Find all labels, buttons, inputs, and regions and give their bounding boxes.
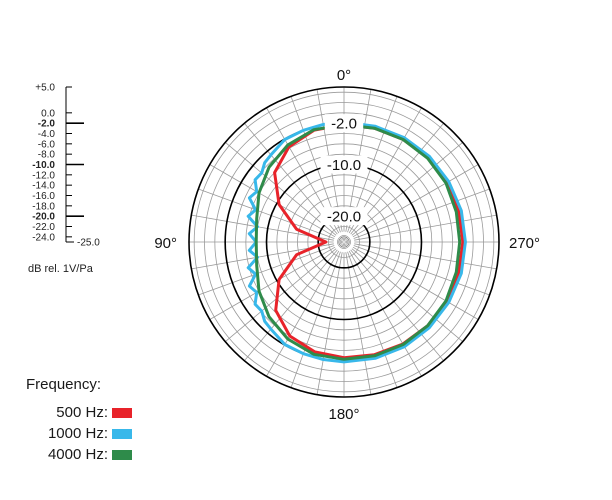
spoke-150 bbox=[266, 250, 340, 377]
spoke-120 bbox=[209, 246, 336, 320]
ring-label: -20.0 bbox=[327, 209, 361, 226]
ring--22 bbox=[328, 226, 360, 258]
legend-title: Frequency: bbox=[26, 376, 102, 393]
ring--6 bbox=[245, 143, 443, 341]
center-hub-ring bbox=[341, 239, 347, 245]
scale-tick-label: -10.0 bbox=[32, 160, 55, 171]
scale-tick-label: -20.0 bbox=[32, 212, 55, 223]
spoke-230 bbox=[351, 248, 463, 342]
angle-label-90: 90° bbox=[154, 235, 177, 252]
spoke-310 bbox=[351, 142, 463, 236]
scale-min-label: -25.0 bbox=[77, 238, 100, 249]
spoke-190 bbox=[345, 252, 372, 395]
ring-label: -2.0 bbox=[331, 116, 357, 133]
series-line-1000hz bbox=[246, 120, 467, 364]
spoke-260 bbox=[354, 243, 497, 270]
ring-label-bg bbox=[320, 207, 368, 226]
scale-tick-label: -24.0 bbox=[32, 232, 55, 243]
scale-tick-label: 0.0 bbox=[41, 108, 55, 119]
legend-item-1000hz: 1000 Hz: bbox=[26, 423, 132, 444]
ring-4 bbox=[193, 91, 495, 393]
scale-tick-label: -14.0 bbox=[32, 181, 55, 192]
scale-tick-label: +5.0 bbox=[35, 83, 55, 94]
scale-tick-label: -8.0 bbox=[38, 150, 56, 161]
center-hub-ring bbox=[338, 236, 350, 248]
outer-ring bbox=[188, 86, 500, 398]
scale-tick-label: -6.0 bbox=[38, 139, 56, 150]
spoke-250 bbox=[353, 245, 490, 296]
angle-label-0: 0° bbox=[337, 67, 351, 84]
angle-label-270: 270° bbox=[509, 235, 540, 252]
legend-swatch-500hz bbox=[112, 407, 132, 418]
spoke-130 bbox=[225, 248, 337, 342]
center-hub-ring bbox=[339, 237, 349, 247]
spoke-200 bbox=[347, 251, 398, 388]
spoke-70 bbox=[198, 188, 335, 239]
ring-2 bbox=[204, 102, 484, 382]
legend-label-500hz: 500 Hz: bbox=[56, 404, 108, 421]
radial-scale: +5.00.0-2.0-4.0-6.0-8.0-10.0-12.0-14.0-1… bbox=[28, 83, 100, 276]
ring--16 bbox=[297, 195, 391, 289]
center-hub-ring bbox=[342, 240, 346, 244]
scale-tick-label: -22.0 bbox=[32, 222, 55, 233]
ring--12 bbox=[276, 174, 412, 310]
spoke-110 bbox=[198, 245, 335, 296]
legend-item-4000hz: 4000 Hz: bbox=[26, 444, 132, 465]
polar-grid bbox=[188, 86, 500, 398]
spoke-170 bbox=[316, 252, 343, 395]
spoke-50 bbox=[225, 142, 337, 236]
ring--14 bbox=[286, 184, 402, 300]
spoke-140 bbox=[244, 249, 338, 361]
scale-unit-label: dB rel. 1V/Pa bbox=[28, 263, 94, 275]
spoke-160 bbox=[290, 251, 341, 388]
ring-label-bg bbox=[320, 155, 368, 174]
legend-label-4000hz: 4000 Hz: bbox=[47, 446, 108, 463]
ring--18 bbox=[307, 205, 381, 279]
spoke-290 bbox=[353, 188, 490, 239]
spoke-220 bbox=[350, 249, 444, 361]
angle-label-180: 180° bbox=[328, 406, 359, 423]
legend-swatch-1000hz bbox=[112, 428, 132, 439]
spoke-240 bbox=[352, 246, 479, 320]
scale-tick-label: -16.0 bbox=[32, 191, 55, 202]
spoke-210 bbox=[348, 250, 422, 377]
legend-label-1000hz: 1000 Hz: bbox=[47, 425, 108, 442]
ring-label: -10.0 bbox=[327, 157, 361, 174]
scale-tick-label: -2.0 bbox=[38, 119, 56, 130]
ring--4 bbox=[235, 133, 453, 351]
chart-labels: 0° 90° 180° 270° -2.0 -10.0 -20.0 bbox=[154, 67, 540, 423]
spoke-300 bbox=[352, 164, 479, 238]
scale-tick-label: -18.0 bbox=[32, 201, 55, 212]
scale-tick-label: -4.0 bbox=[38, 129, 56, 140]
spoke-60 bbox=[209, 164, 336, 238]
scale-tick-label: -12.0 bbox=[32, 170, 55, 181]
series-group bbox=[246, 120, 467, 364]
series-line-4000hz bbox=[254, 123, 462, 361]
ring-0 bbox=[214, 112, 474, 372]
ring-label-bg bbox=[324, 114, 364, 133]
legend-item-500hz: 500 Hz: bbox=[26, 402, 132, 423]
legend-swatch-4000hz bbox=[112, 449, 132, 460]
legend: Frequency: 500 Hz: 1000 Hz: 4000 Hz: bbox=[26, 376, 132, 465]
spoke-280 bbox=[354, 214, 497, 241]
center-hub-ring bbox=[337, 235, 351, 249]
